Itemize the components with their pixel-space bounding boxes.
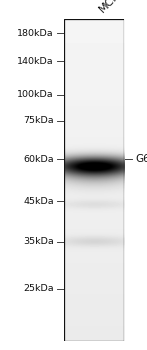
Text: 140kDa: 140kDa bbox=[17, 57, 54, 66]
Text: 180kDa: 180kDa bbox=[17, 29, 54, 38]
Text: 25kDa: 25kDa bbox=[23, 284, 54, 293]
Text: 35kDa: 35kDa bbox=[23, 237, 54, 246]
Text: 100kDa: 100kDa bbox=[17, 90, 54, 99]
Text: MCF7: MCF7 bbox=[97, 0, 126, 14]
Text: 45kDa: 45kDa bbox=[23, 197, 54, 206]
Text: G6PD: G6PD bbox=[135, 154, 147, 164]
Bar bbox=[64, 19, 124, 341]
Text: 75kDa: 75kDa bbox=[23, 116, 54, 125]
Text: 60kDa: 60kDa bbox=[23, 155, 54, 164]
